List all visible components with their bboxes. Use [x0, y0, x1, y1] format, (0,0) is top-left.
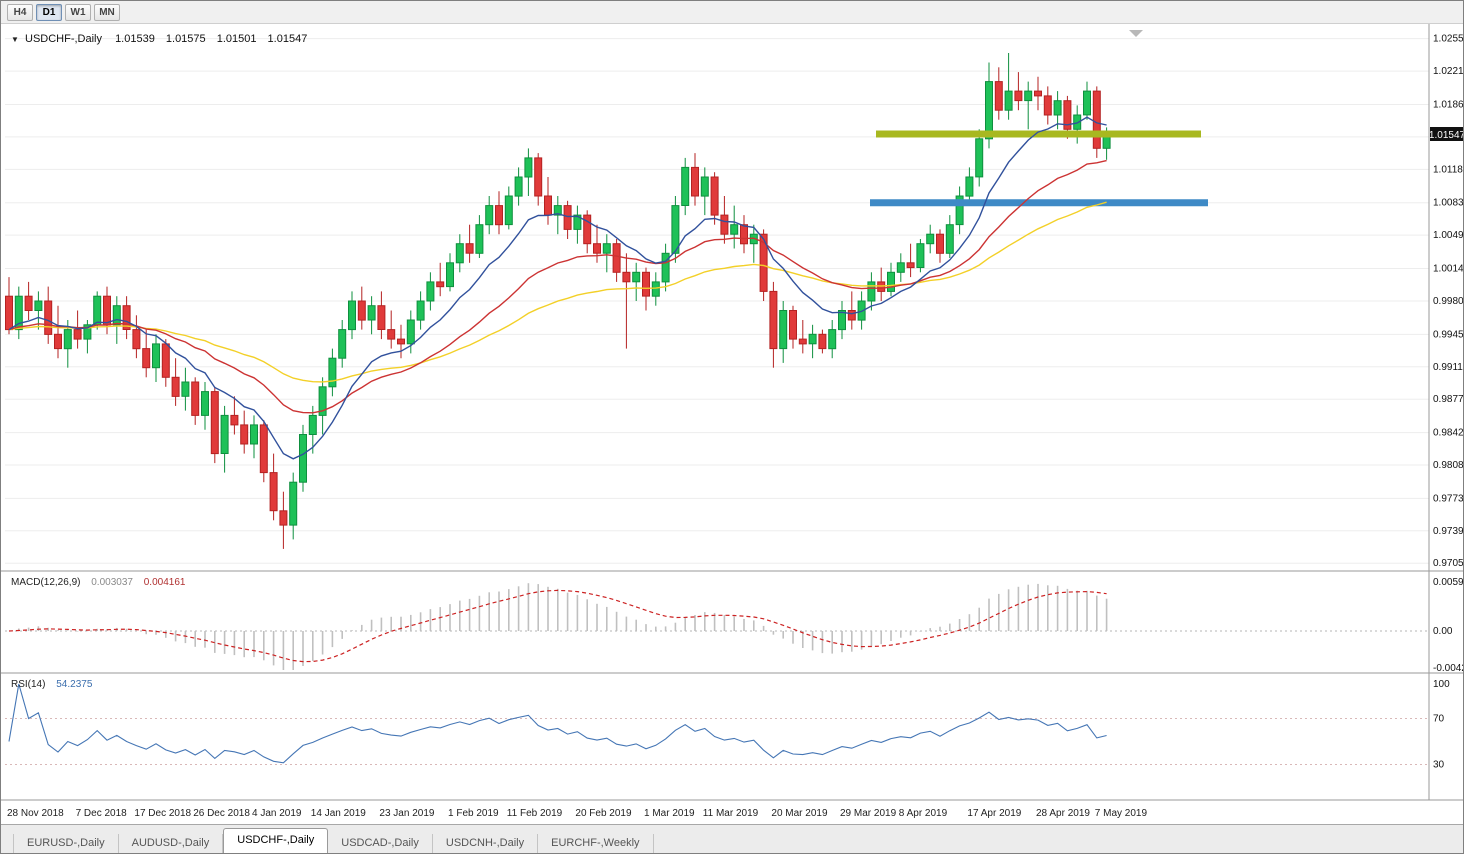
macd-header: MACD(12,26,9) 0.003037 0.004161 — [11, 577, 186, 588]
macd-axis-label: -0.00424 — [1433, 663, 1464, 674]
candles-layer — [5, 53, 1111, 549]
rsi-header-name: RSI(14) — [11, 679, 45, 690]
price-tick-label: 1.00490 — [1433, 230, 1464, 241]
rsi-line — [8, 683, 1107, 764]
date-label: 26 Dec 2018 — [193, 808, 250, 819]
rsi-header-value: 54.2375 — [56, 679, 93, 690]
ma-mid-line — [8, 159, 1107, 414]
price-tick-label: 1.00830 — [1433, 198, 1464, 209]
macd-header-signal-value: 0.004161 — [144, 577, 186, 588]
timeframe-button-d1[interactable]: D1 — [36, 3, 62, 21]
price-tick-label: 1.02210 — [1433, 66, 1464, 77]
axis-labels: 1.02550 1.02210 1.01860 1.01180 1.00830 1.004… — [1433, 34, 1464, 771]
current-price-tag-value: 1.01547 — [1429, 130, 1464, 141]
timeframe-toolbar: H4 D1 W1 MN — [1, 1, 1463, 24]
date-label: 11 Mar 2019 — [703, 808, 759, 819]
rsi-panel — [5, 683, 1428, 765]
price-tick-label: 1.01180 — [1433, 164, 1464, 175]
chart-header-open: 1.01539 — [115, 33, 155, 45]
chart-area[interactable]: 1.02550 1.02210 1.01860 1.01180 1.00830 1.004… — [1, 24, 1464, 824]
chart-header: USDCHF-,Daily 1.01539 1.01575 1.01501 1.… — [25, 33, 307, 45]
macd-header-main-value: 0.003037 — [91, 577, 133, 588]
chart-shift-marker-icon[interactable] — [1129, 30, 1143, 37]
price-tick-label: 1.02550 — [1433, 34, 1464, 45]
rsi-axis-label: 100 — [1433, 679, 1450, 690]
date-label: 17 Dec 2018 — [134, 808, 191, 819]
date-label: 29 Mar 2019 — [840, 808, 897, 819]
ma-slow-line — [8, 201, 1107, 383]
timeframe-button-h4[interactable]: H4 — [7, 3, 33, 21]
macd-signal-line — [8, 589, 1107, 663]
date-label: 28 Nov 2018 — [7, 808, 64, 819]
rsi-axis-label: 30 — [1433, 760, 1445, 771]
tab-usdcnh-daily[interactable]: USDCNH-,Daily — [433, 834, 539, 853]
date-label: 14 Jan 2019 — [311, 808, 366, 819]
tab-eurchf-weekly[interactable]: EURCHF-,Weekly — [538, 834, 654, 853]
date-label: 4 Jan 2019 — [252, 808, 302, 819]
rsi-header: RSI(14) 54.2375 — [11, 679, 93, 690]
date-label: 23 Jan 2019 — [379, 808, 434, 819]
macd-header-name: MACD(12,26,9) — [11, 577, 80, 588]
current-price-tag: 1.01547 — [1429, 127, 1464, 141]
tab-eurusd-daily[interactable]: EURUSD-,Daily — [13, 834, 119, 853]
date-label: 1 Mar 2019 — [644, 808, 695, 819]
chart-draw-layer: 1.02550 1.02210 1.01860 1.01180 1.00830 1.004… — [1, 24, 1464, 824]
date-label: 1 Feb 2019 — [448, 808, 499, 819]
date-label: 20 Feb 2019 — [575, 808, 632, 819]
chart-header-high: 1.01575 — [166, 33, 206, 45]
macd-axis-label: 0.00 — [1433, 626, 1453, 637]
chart-header-close: 1.01547 — [268, 33, 308, 45]
date-label: 7 May 2019 — [1095, 808, 1148, 819]
tab-usdchf-daily[interactable]: USDCHF-,Daily — [223, 828, 329, 853]
rsi-axis-label: 70 — [1433, 714, 1445, 725]
date-label: 20 Mar 2019 — [771, 808, 828, 819]
date-label: 17 Apr 2019 — [967, 808, 1021, 819]
price-tick-label: 1.01860 — [1433, 100, 1464, 111]
symbol-dropdown-icon[interactable]: ▼ — [11, 35, 19, 44]
date-label: 11 Feb 2019 — [507, 808, 563, 819]
date-label: 28 Apr 2019 — [1036, 808, 1090, 819]
chart-header-symbol: USDCHF-,Daily — [25, 33, 103, 45]
macd-axis-label: 0.00597 — [1433, 577, 1464, 588]
chart-tab-bar: EURUSD-,Daily AUDUSD-,Daily USDCHF-,Daily U… — [1, 824, 1463, 853]
chart-overlays: ▼ USDCHF-,Daily 1.01539 1.01575 1.01501 … — [11, 30, 1464, 690]
tab-audusd-daily[interactable]: AUDUSD-,Daily — [119, 834, 224, 853]
chart-header-low: 1.01501 — [217, 33, 257, 45]
timeframe-button-w1[interactable]: W1 — [65, 3, 91, 21]
ma-fast-line — [8, 116, 1107, 460]
date-label: 7 Dec 2018 — [76, 808, 128, 819]
tab-usdcad-daily[interactable]: USDCAD-,Daily — [328, 834, 433, 853]
macd-panel — [5, 583, 1428, 670]
date-label: 8 Apr 2019 — [899, 808, 948, 819]
timeframe-button-mn[interactable]: MN — [94, 3, 120, 21]
date-axis: 28 Nov 2018 7 Dec 2018 17 Dec 2018 26 Dec 2… — [7, 808, 1147, 819]
